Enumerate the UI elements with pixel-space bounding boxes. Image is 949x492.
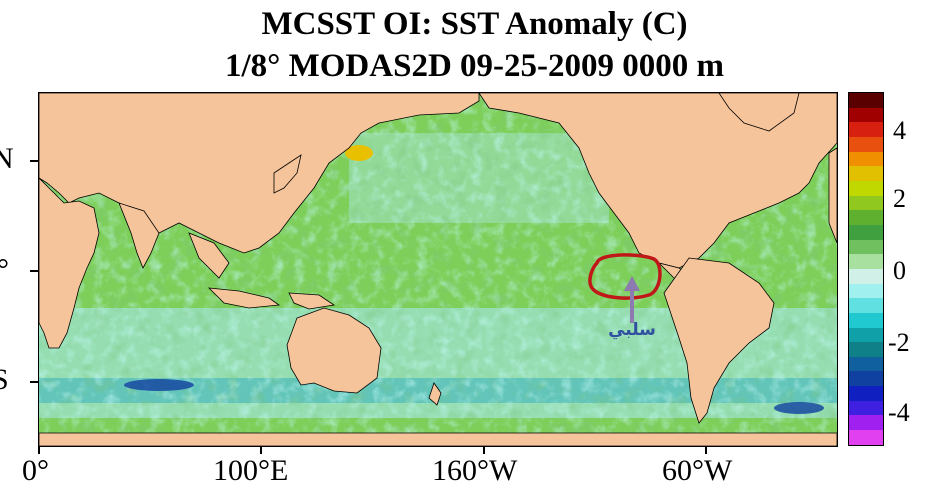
colorbar-swatch (849, 166, 883, 181)
colorbar-swatch (849, 136, 883, 152)
y-label-equator: 0° (0, 253, 9, 286)
colorbar-swatch (849, 386, 883, 401)
colorbar-swatch (849, 224, 883, 240)
colorbar-swatch (849, 356, 883, 372)
colorbar-swatch (849, 312, 883, 328)
land-new-zealand (428, 382, 442, 406)
land-indonesia (207, 287, 281, 309)
land-antarctica (39, 432, 837, 446)
x-label-100e: 100°E (213, 454, 289, 487)
x-label-160w: 160°W (432, 454, 518, 487)
colorbar-swatch (849, 151, 883, 167)
colorbar-label-0: 0 (893, 256, 906, 285)
colorbar-label-2: 2 (893, 184, 906, 213)
colorbar-swatch (849, 283, 883, 299)
cold-anomaly-spot (124, 379, 194, 391)
colorbar-swatch (849, 268, 883, 284)
colorbar-label-neg4: -4 (888, 398, 910, 427)
colorbar-swatch (849, 180, 883, 196)
x-label-60w: 60°W (662, 454, 733, 487)
map-canvas: سلبي (39, 93, 837, 446)
land-greenland (718, 93, 800, 132)
land-africa (39, 177, 100, 349)
sst-anomaly-map: سلبي (38, 92, 838, 447)
land-new-guinea (288, 292, 336, 310)
colorbar-swatch (849, 210, 883, 225)
land-japan (273, 154, 302, 194)
x-tick (38, 446, 40, 454)
land-eurasia (39, 93, 480, 254)
colorbar-swatch (849, 298, 883, 313)
land-australia (286, 307, 382, 394)
colorbar-swatch (849, 327, 883, 343)
y-tick (30, 381, 38, 383)
y-tick (30, 270, 38, 272)
colorbar-swatch (849, 371, 883, 387)
colorbar-swatch (849, 400, 883, 416)
x-label-0: 0° (22, 454, 49, 487)
land-india (118, 202, 160, 269)
colorbar-swatch (849, 342, 883, 357)
colorbar-swatch (849, 122, 883, 137)
land-masses (39, 93, 837, 446)
x-tick (260, 446, 262, 454)
cold-anomaly-spot (774, 402, 824, 414)
colorbar-swatch (849, 239, 883, 255)
y-label-south: S (0, 363, 9, 396)
land-south-america (663, 257, 775, 424)
x-tick (705, 446, 707, 454)
colorbar-swatch (849, 415, 883, 431)
annotation-text: سلبي (608, 320, 656, 340)
y-tick (30, 160, 38, 162)
land-se-asia (188, 232, 230, 279)
annotation-highlight-ellipse (588, 253, 662, 300)
annotation-arrow-head (624, 276, 640, 291)
x-tick (483, 446, 485, 454)
map-title-line2: 1/8° MODAS2D 09-25-2009 0000 m (225, 48, 724, 84)
y-label-north: N (0, 142, 14, 175)
map-title-line1: MCSST OI: SST Anomaly (C) (261, 6, 688, 42)
land-west-coast-europe (828, 147, 837, 244)
colorbar-swatch (849, 430, 883, 445)
colorbar (848, 92, 884, 446)
colorbar-swatch (849, 107, 883, 123)
colorbar-label-neg2: -2 (888, 328, 910, 357)
colorbar-label-4: 4 (893, 116, 906, 145)
warm-anomaly-spot (345, 145, 373, 161)
colorbar-swatch (849, 195, 883, 211)
colorbar-swatch (849, 93, 883, 108)
colorbar-swatch (849, 254, 883, 269)
